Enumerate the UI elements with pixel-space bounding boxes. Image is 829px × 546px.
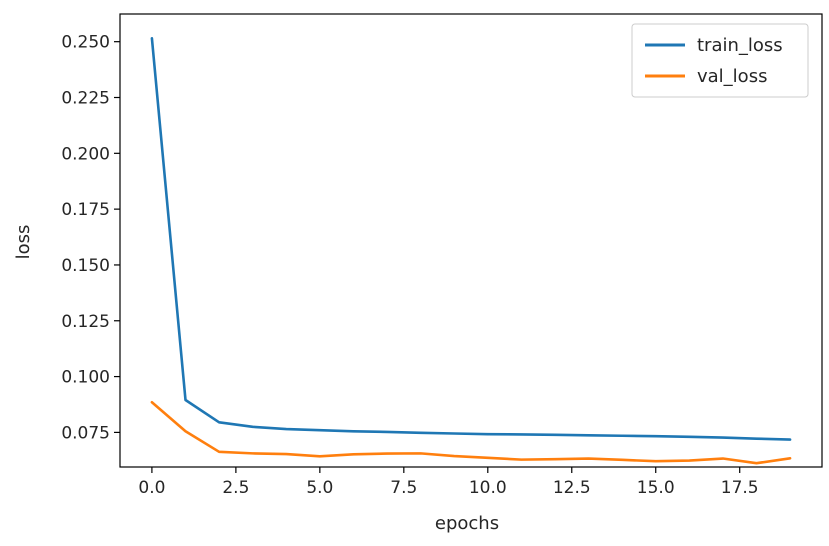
series-line-val-loss xyxy=(150,400,792,465)
y-tick-label: 0.175 xyxy=(61,200,110,220)
x-axis: 0.0 2.5 5.0 7.5 10.0 12.5 15.0 17.5 xyxy=(138,467,759,498)
y-tick-label: 0.100 xyxy=(61,368,110,388)
x-axis-label: epochs xyxy=(435,513,499,534)
y-tick-label: 0.250 xyxy=(61,33,110,53)
x-tick-label: 2.5 xyxy=(222,478,249,498)
y-axis: 0.075 0.100 0.125 0.150 0.175 0.200 0.225 0.250 xyxy=(61,33,120,443)
x-tick-label: 0.0 xyxy=(138,478,165,498)
y-axis-label: loss xyxy=(13,225,34,260)
y-tick-label: 0.200 xyxy=(61,144,110,164)
x-tick-label: 10.0 xyxy=(469,478,507,498)
legend-box xyxy=(631,23,809,98)
x-tick-label: 12.5 xyxy=(553,478,591,498)
y-tick-label: 0.125 xyxy=(61,312,110,332)
x-tick-label: 15.0 xyxy=(637,478,675,498)
legend-label-train-loss: train_loss xyxy=(697,35,783,56)
x-tick-label: 5.0 xyxy=(306,478,333,498)
y-tick-label: 0.075 xyxy=(61,423,110,443)
series-line-train-loss xyxy=(150,37,792,441)
y-tick-label: 0.150 xyxy=(61,256,110,276)
series-layer xyxy=(150,37,792,465)
legend-label-val-loss: val_loss xyxy=(697,66,767,87)
legend: train_loss val_loss xyxy=(631,23,809,98)
x-tick-label: 7.5 xyxy=(390,478,417,498)
x-tick-label: 17.5 xyxy=(721,478,759,498)
y-tick-label: 0.225 xyxy=(61,89,110,109)
